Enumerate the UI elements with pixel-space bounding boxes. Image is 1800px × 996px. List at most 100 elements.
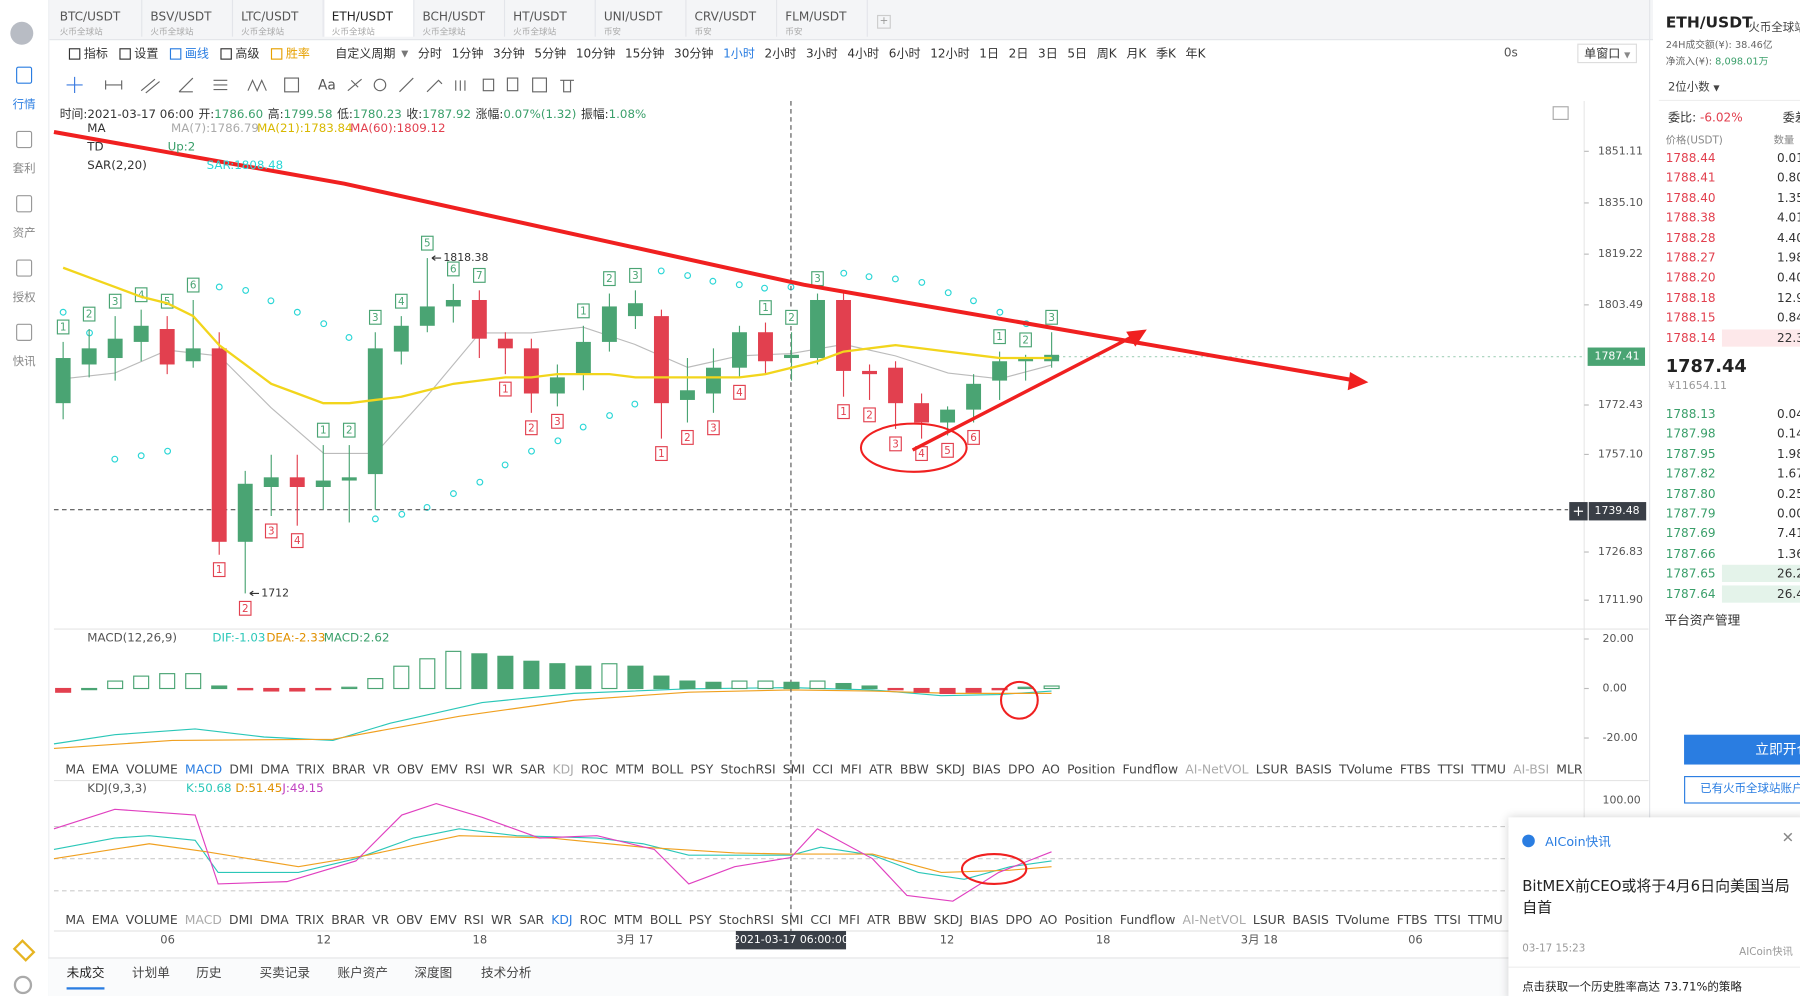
indicator-tab[interactable]: OBV	[396, 912, 423, 928]
tool-rect[interactable]	[284, 77, 300, 93]
period[interactable]: 5日	[1067, 47, 1088, 61]
indicator-tab[interactable]: ATR	[869, 762, 893, 778]
indicator-tab[interactable]: MACD	[185, 762, 223, 778]
indicator-tab[interactable]: DPO	[1005, 912, 1033, 928]
indicator-tab[interactable]: DMA	[260, 912, 289, 928]
indicator-tab[interactable]: TVolume	[1338, 762, 1393, 778]
indicator-tab[interactable]: OBV	[397, 762, 424, 778]
decimals[interactable]: 2位小数	[1667, 81, 1710, 95]
indicator-tab[interactable]: BRAR	[331, 762, 366, 778]
indicator-tab[interactable]: StochRSI	[720, 762, 776, 778]
indicator-tab[interactable]: TTSI	[1437, 762, 1465, 778]
indicator-tab[interactable]: MFI	[840, 762, 862, 778]
bottom-tab[interactable]: 账户资产	[337, 965, 389, 981]
pair-tab[interactable]: CRV/USDT 币安	[688, 0, 778, 37]
indicator-tab[interactable]: EMV	[429, 912, 457, 928]
indicator-tab[interactable]: MACD	[184, 912, 222, 928]
sidebar-label[interactable]: 授权	[12, 291, 36, 305]
tab-exchange[interactable]: 币安	[603, 26, 622, 37]
indicator-tab[interactable]: Fundflow	[1119, 912, 1176, 928]
indicator-tab[interactable]: BOLL	[649, 912, 682, 928]
indicator-tab[interactable]: MA	[65, 912, 85, 928]
period[interactable]: 月K	[1126, 47, 1147, 61]
news-promo[interactable]: 点击获取一个历史胜率高达 73.71%的策略	[1522, 981, 1742, 995]
custom-period-label[interactable]: 自定义周期	[335, 47, 396, 61]
tab-exchange[interactable]: 币安	[694, 26, 712, 37]
indicator-tab[interactable]: KDJ	[552, 762, 574, 778]
indicator-tab[interactable]: VOLUME	[125, 912, 178, 928]
tool[interactable]: 画线	[169, 45, 209, 62]
indicator-tab[interactable]: KDJ	[551, 912, 573, 928]
tab-exchange[interactable]: 火币全球站	[331, 26, 375, 37]
window-label[interactable]: 单窗口	[1584, 47, 1621, 61]
indicator-tab[interactable]: TTSI	[1434, 912, 1461, 928]
tool[interactable]: 设置	[119, 45, 158, 62]
indicator-tab[interactable]: SMI	[781, 912, 804, 928]
indicator-tab[interactable]: AO	[1039, 912, 1058, 928]
pair-tab[interactable]: LTC/USDT 火币全球站	[234, 0, 324, 37]
pair-tab[interactable]: BSV/USDT 火币全球站	[143, 0, 234, 37]
period[interactable]: 1日	[979, 47, 1000, 61]
tool-icon[interactable]	[68, 47, 81, 60]
indicator-tab[interactable]: PSY	[690, 762, 714, 778]
tab-exchange[interactable]: 火币全球站	[59, 26, 103, 37]
sidebar-icon[interactable]	[16, 195, 33, 213]
period[interactable]: 3日	[1038, 47, 1058, 61]
indicator-tab[interactable]: SKDJ	[935, 762, 966, 778]
bottom-tab[interactable]: 计划单	[132, 965, 170, 981]
indicator-tab[interactable]: RSI	[464, 762, 485, 778]
tool[interactable]: 高级	[220, 45, 259, 62]
period[interactable]: 5分钟	[534, 47, 567, 61]
indicator-tab[interactable]: LSUR	[1255, 762, 1289, 778]
period[interactable]: 10分钟	[575, 47, 616, 61]
news-close[interactable]: ✕	[1781, 829, 1795, 848]
tab-pair[interactable]: LTC/USDT	[241, 10, 299, 25]
pair-tab[interactable]: UNI/USDT 币安	[597, 0, 687, 37]
tab-pair[interactable]: CRV/USDT	[694, 10, 757, 25]
tool-bars[interactable]	[455, 80, 466, 91]
tool-circle[interactable]	[373, 78, 387, 92]
sidebar-label[interactable]: 资产	[12, 227, 36, 240]
tab-pair[interactable]: UNI/USDT	[603, 10, 663, 25]
sidebar-icon[interactable]	[16, 130, 33, 149]
tab-pair[interactable]: BSV/USDT	[150, 10, 212, 25]
tool-icon[interactable]	[119, 47, 131, 60]
bottom-tab[interactable]: 技术分析	[480, 965, 532, 981]
tool-angle[interactable]	[178, 77, 194, 93]
sidebar-icon[interactable]	[16, 66, 33, 84]
period[interactable]: 15分钟	[624, 47, 665, 61]
indicator-tab[interactable]: RSI	[463, 912, 484, 928]
tab-pair[interactable]: HT/USDT	[513, 10, 567, 25]
sidebar-label[interactable]: 行情	[12, 98, 36, 112]
period[interactable]: 1分钟	[451, 47, 484, 61]
period[interactable]: 分时	[417, 47, 442, 61]
bottom-tab[interactable]: 历史	[196, 965, 222, 981]
tab-exchange[interactable]: 币安	[785, 26, 803, 37]
indicator-tab[interactable]: FTBS	[1399, 762, 1431, 778]
indicator-tab[interactable]: MTM	[613, 912, 643, 928]
indicator-tab[interactable]: ROC	[579, 912, 607, 928]
window-select[interactable]: 单窗口 ▼	[1577, 43, 1637, 64]
period[interactable]: 4小时	[847, 47, 880, 61]
asset-management[interactable]: 平台资产管理	[1664, 613, 1741, 628]
tool-label[interactable]: 画线	[184, 47, 209, 61]
tool-label[interactable]: 设置	[134, 47, 159, 61]
tool-wave[interactable]	[247, 78, 267, 93]
settings-icon[interactable]	[13, 975, 33, 995]
period[interactable]: 30分钟	[674, 47, 714, 61]
period[interactable]: 2日	[1008, 47, 1029, 61]
sidebar-label[interactable]: 套利	[12, 163, 36, 176]
open-button[interactable]: 立即开仓	[1684, 734, 1800, 765]
indicator-tab[interactable]: DMI	[229, 912, 253, 928]
indicator-tab[interactable]: VR	[372, 762, 390, 778]
indicator-tab[interactable]: DMI	[229, 762, 254, 778]
tool-ruler[interactable]	[399, 77, 414, 93]
indicator-tab[interactable]: DPO	[1007, 762, 1035, 778]
indicator-tab[interactable]: AI-NetVOL	[1182, 912, 1246, 928]
period[interactable]: 1小时	[723, 47, 755, 61]
indicator-tab[interactable]: BBW	[899, 762, 929, 778]
indicator-tab[interactable]: SAR	[520, 762, 546, 778]
indicator-tab[interactable]: AI-NetVOL	[1185, 762, 1249, 778]
indicator-tab[interactable]: ROC	[581, 762, 609, 778]
bottom-tab[interactable]: 深度图	[414, 965, 453, 981]
